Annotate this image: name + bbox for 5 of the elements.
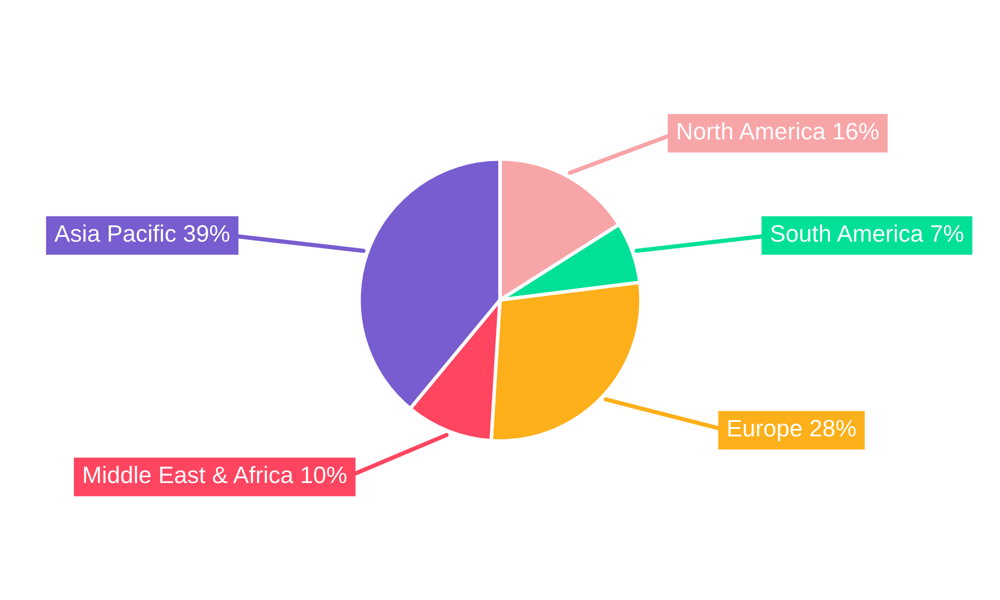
slice-label: Europe 28% <box>728 420 856 442</box>
slice-label: Middle East & Africa 10% <box>84 466 346 484</box>
slice-label: South America 7% <box>770 224 964 242</box>
slice-label: North America 16% <box>678 122 879 140</box>
slice-label: Asia Pacific 39% <box>54 224 230 242</box>
